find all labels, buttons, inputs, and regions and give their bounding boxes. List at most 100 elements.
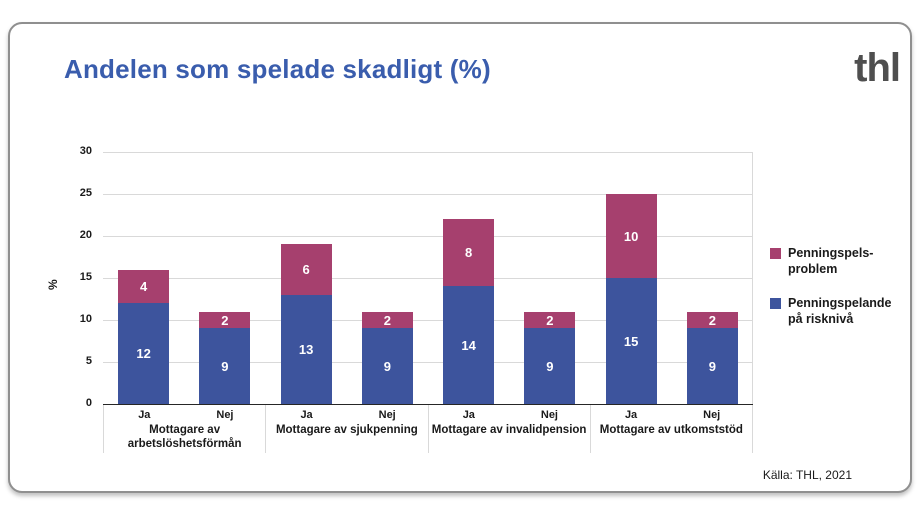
slide-card: Andelen som spelade skadligt (%) thl % 0…: [8, 22, 912, 493]
plot-area: 4 12 2 9 6 13 2 9 8 14 2 9 10 15 2 9: [103, 152, 753, 405]
ja-nej-row: Ja Nej: [266, 409, 427, 421]
ja-nej-row: Ja Nej: [591, 409, 752, 421]
legend-item-problem: Penningspels- problem: [770, 246, 905, 277]
grid-line: [103, 152, 753, 153]
bar-segment-risk: 12: [118, 303, 170, 404]
bar-value-label: 4: [140, 278, 148, 294]
bar-group: 6 13 2 9: [266, 152, 429, 404]
bar-slot: 8 14: [428, 152, 509, 404]
y-tick-label: 10: [79, 313, 92, 325]
bar-segment-risk: 13: [280, 294, 332, 404]
bar-segment-risk: 9: [686, 328, 738, 404]
bar-segment-problem: 2: [524, 311, 576, 329]
bar-value-label: 9: [383, 358, 391, 374]
x-axis-group: Ja Nej Mottagare av utkomststöd: [589, 405, 753, 453]
x-tick-label: Ja: [300, 409, 313, 421]
group-label: Mottagare av utkomststöd: [599, 424, 743, 436]
y-tick-label: 30: [79, 145, 92, 157]
x-axis-group: Ja Nej Mottagare av arbetslöshetsförmån: [103, 405, 265, 453]
bar-value-label: 13: [298, 341, 314, 357]
legend-swatch-risk-icon: [770, 298, 781, 309]
bar-value-label: 2: [708, 312, 716, 328]
bar-value-label: 2: [221, 312, 229, 328]
legend-label-problem: Penningspels- problem: [788, 246, 874, 276]
bar-segment-problem: 2: [361, 311, 413, 329]
x-axis-labels: Ja Nej Mottagare av arbetslöshetsförmån Ja N…: [103, 405, 753, 453]
bar-segment-risk: 15: [605, 278, 657, 404]
grid-line: [103, 194, 753, 195]
bar-segment-risk: 9: [524, 328, 576, 404]
bars-container: 4 12 2 9 6 13 2 9 8 14 2 9 10 15 2 9: [103, 152, 753, 404]
bar-segment-problem: 8: [443, 219, 495, 287]
bar-value-label: 2: [546, 312, 554, 328]
bar-group: 10 15 2 9: [591, 152, 754, 404]
y-tick-label: 5: [85, 355, 92, 367]
y-tick-label: 15: [79, 271, 92, 283]
bar-segment-problem: 6: [280, 244, 332, 295]
bar-segment-problem: 10: [605, 194, 657, 278]
bar-segment-problem: 4: [118, 269, 170, 304]
bar-segment-problem: 2: [686, 311, 738, 329]
bar-segment-problem: 2: [199, 311, 251, 329]
bar-slot: 4 12: [103, 152, 184, 404]
grid-line: [103, 320, 753, 321]
bar-value-label: 12: [136, 346, 151, 362]
bar-group: 4 12 2 9: [103, 152, 266, 404]
x-tick-label: Ja: [462, 409, 475, 421]
grid-line: [103, 362, 753, 363]
x-tick-label: Nej: [378, 409, 396, 421]
legend-item-risk: Penningspelande på risknivå: [770, 296, 905, 327]
group-label: Mottagare av invalidpension: [431, 424, 587, 436]
bar-segment-risk: 9: [199, 328, 251, 404]
bar-group: 8 14 2 9: [428, 152, 591, 404]
x-tick-label: Ja: [624, 409, 638, 421]
x-axis-group: Ja Nej Mottagare av invalidpension: [427, 405, 590, 453]
legend: Penningspels- problem Penningspelande på…: [770, 246, 905, 346]
ja-nej-row: Ja Nej: [429, 409, 590, 421]
bar-value-label: 9: [708, 358, 716, 374]
bar-value-label: 9: [546, 358, 554, 374]
plot-right-border: [752, 152, 753, 404]
grid-line: [103, 278, 753, 279]
bar-value-label: 9: [221, 358, 229, 374]
bar-value-label: 6: [302, 262, 310, 278]
x-axis-group: Ja Nej Mottagare av sjukpenning: [265, 405, 427, 453]
stacked-bar: 8 14: [443, 219, 495, 404]
legend-label-risk: Penningspelande på risknivå: [788, 296, 892, 326]
y-tick-label: 25: [79, 187, 92, 199]
y-tick-label: 0: [85, 397, 92, 409]
bar-segment-risk: 14: [443, 286, 495, 404]
legend-swatch-problem-icon: [770, 248, 781, 259]
bar-value-label: 8: [465, 245, 473, 261]
stacked-bar: 4 12: [118, 269, 170, 404]
x-tick-label: Nej: [703, 409, 721, 421]
grid-line: [103, 236, 753, 237]
bar-slot: 10 15: [591, 152, 672, 404]
stacked-bar: 6 13: [280, 244, 332, 404]
x-tick-label: Ja: [138, 409, 151, 421]
ja-nej-row: Ja Nej: [104, 409, 265, 421]
group-label: Mottagare av arbetslöshetsförmån: [127, 424, 242, 450]
bar-value-label: 14: [461, 337, 476, 353]
x-tick-label: Nej: [540, 409, 558, 421]
thl-logo: thl: [854, 46, 901, 90]
stacked-bar: 10 15: [605, 194, 657, 404]
bar-value-label: 2: [383, 312, 391, 328]
group-label: Mottagare av sjukpenning: [275, 424, 418, 436]
bar-value-label: 10: [623, 228, 639, 244]
bar-slot: 6 13: [266, 152, 347, 404]
bar-value-label: 15: [623, 333, 639, 349]
bar-segment-risk: 9: [361, 328, 413, 404]
y-tick-label: 20: [79, 229, 92, 241]
y-axis: 0 5 10 15 20 25 30: [50, 145, 98, 412]
x-tick-label: Nej: [216, 409, 234, 421]
page-title: Andelen som spelade skadligt (%): [64, 54, 491, 84]
